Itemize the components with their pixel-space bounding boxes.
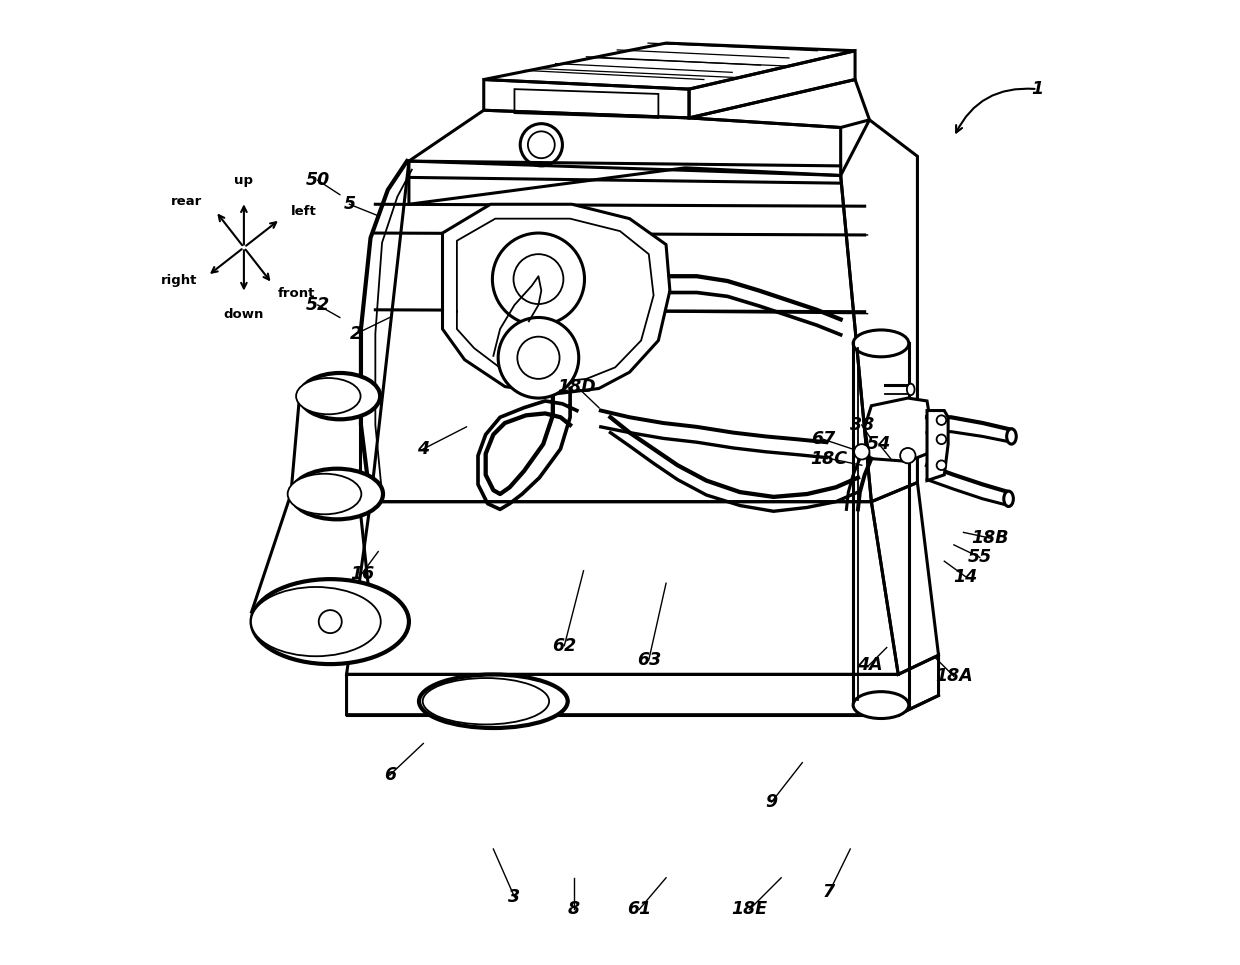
Text: 63: 63 <box>636 651 661 669</box>
Text: down: down <box>223 308 264 321</box>
Circle shape <box>900 448 915 463</box>
Text: 18C: 18C <box>811 450 848 467</box>
Ellipse shape <box>250 587 381 656</box>
Text: 2: 2 <box>350 325 362 343</box>
Text: 54: 54 <box>867 435 892 454</box>
Ellipse shape <box>853 330 909 357</box>
Ellipse shape <box>288 474 361 514</box>
Text: 55: 55 <box>967 548 992 566</box>
Text: 6: 6 <box>383 766 396 785</box>
Circle shape <box>936 415 946 425</box>
Text: 18E: 18E <box>732 900 768 919</box>
Text: 3: 3 <box>508 888 521 906</box>
Polygon shape <box>928 410 949 481</box>
Text: 38: 38 <box>849 416 874 434</box>
Text: 8: 8 <box>568 900 580 919</box>
Text: 18A: 18A <box>935 668 972 685</box>
Text: front: front <box>278 287 315 300</box>
Ellipse shape <box>419 675 568 728</box>
Text: 50: 50 <box>305 171 330 189</box>
Text: up: up <box>234 174 253 187</box>
Ellipse shape <box>1007 428 1017 444</box>
Circle shape <box>854 444 869 459</box>
Circle shape <box>498 317 579 399</box>
Ellipse shape <box>252 579 409 664</box>
Text: 7: 7 <box>823 883 836 901</box>
Circle shape <box>492 233 584 325</box>
Text: 5: 5 <box>343 195 356 213</box>
Text: 1: 1 <box>1032 80 1043 98</box>
Polygon shape <box>864 399 931 461</box>
Text: right: right <box>161 274 197 287</box>
Polygon shape <box>443 205 670 395</box>
Ellipse shape <box>853 692 909 719</box>
Text: 62: 62 <box>552 637 577 654</box>
Circle shape <box>936 460 946 470</box>
Ellipse shape <box>423 678 549 725</box>
Text: 4A: 4A <box>857 656 883 674</box>
Text: rear: rear <box>171 195 202 208</box>
Text: 67: 67 <box>811 430 836 449</box>
Ellipse shape <box>296 378 361 414</box>
Text: 9: 9 <box>765 793 777 811</box>
Text: 18B: 18B <box>972 529 1009 547</box>
Text: 4: 4 <box>417 440 429 458</box>
Text: 16: 16 <box>350 565 374 583</box>
Ellipse shape <box>300 373 381 420</box>
Text: 14: 14 <box>954 567 977 586</box>
Ellipse shape <box>1003 491 1013 507</box>
Text: left: left <box>291 205 317 218</box>
Text: 61: 61 <box>627 900 651 919</box>
Text: 52: 52 <box>305 296 330 314</box>
Ellipse shape <box>291 469 383 519</box>
Ellipse shape <box>906 384 915 396</box>
Text: 18D: 18D <box>558 377 596 396</box>
Circle shape <box>936 434 946 444</box>
